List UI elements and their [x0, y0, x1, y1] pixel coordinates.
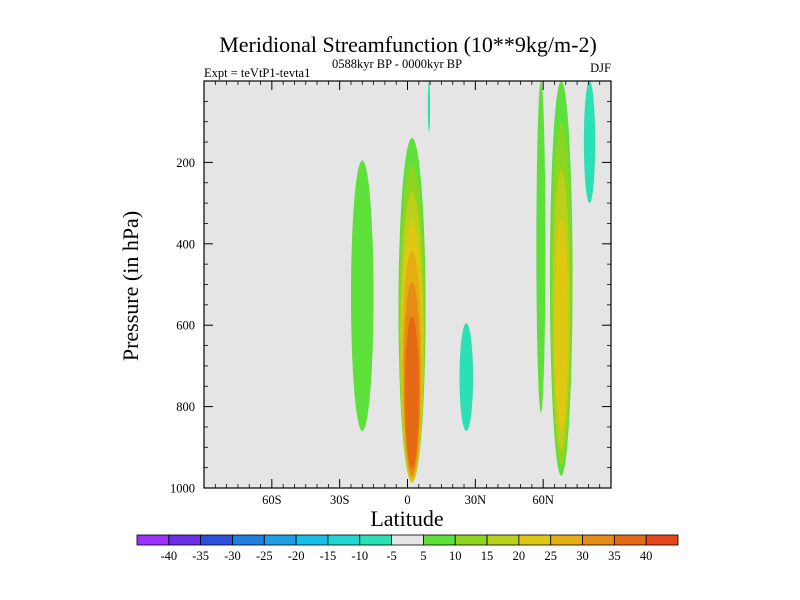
x-tick-label: 60N	[532, 493, 554, 507]
y-axis-label: Pressure (in hPa)	[118, 211, 143, 361]
colorbar-label: 20	[513, 549, 526, 563]
chart-subtitle-center: 0588kyr BP - 0000kyr BP	[332, 57, 462, 71]
chart-subtitle-left: Expt = teVtP1-tevta1	[204, 66, 310, 80]
contour-northern-strip-level	[536, 81, 546, 413]
y-tick-label: 600	[176, 319, 195, 333]
colorbar-swatch	[295, 534, 329, 546]
colorbar-swatch	[168, 534, 202, 546]
colorbar-label: -10	[351, 549, 368, 563]
x-tick-label: 30N	[465, 493, 487, 507]
colorbar-label: 35	[608, 549, 621, 563]
colorbar-label: 40	[640, 549, 653, 563]
colorbar-label: 5	[420, 549, 426, 563]
contour-layer	[350, 81, 596, 483]
colorbar-swatch	[454, 534, 488, 546]
colorbar-swatch	[486, 534, 520, 546]
contour-northern-cell-level	[554, 220, 568, 432]
x-axis: 60S 30S 0 30N 60N	[214, 81, 601, 507]
colorbar-label: -15	[320, 549, 337, 563]
contour-equatorial-cell-level	[405, 316, 420, 469]
colorbar-label: 25	[544, 549, 557, 563]
colorbar-swatch	[423, 534, 456, 546]
colorbar-label: -40	[160, 549, 177, 563]
colorbar: -40 -35 -30 -25 -20 -15 -10 -5 5 10 15 20 25 30 35 40	[136, 534, 679, 563]
colorbar-swatch	[645, 534, 679, 546]
y-tick-label: 200	[176, 156, 195, 170]
x-tick-label: 60S	[262, 493, 282, 507]
colorbar-swatch	[263, 534, 297, 546]
x-tick-label: 30S	[330, 493, 350, 507]
colorbar-swatch	[327, 534, 361, 546]
colorbar-label: -30	[224, 549, 241, 563]
colorbar-swatch	[550, 534, 583, 546]
contour-upper-negative-0-level	[427, 81, 431, 132]
colorbar-label: -25	[256, 549, 273, 563]
colorbar-swatch	[613, 534, 647, 546]
x-axis-label: Latitude	[370, 506, 443, 531]
chart-subtitle-right: DJF	[590, 61, 611, 75]
colorbar-swatch	[359, 534, 392, 546]
contour-upper-negative-80-level	[583, 81, 596, 204]
colorbar-label: -5	[386, 549, 396, 563]
x-tick-label: 0	[404, 493, 410, 507]
colorbar-swatch	[232, 534, 265, 546]
colorbar-label: -20	[288, 549, 305, 563]
contour-tropical-negative-level	[459, 323, 474, 432]
chart-title: Meridional Streamfunction (10**9kg/m-2)	[219, 32, 597, 57]
contour-southern-cell-level	[350, 160, 374, 432]
colorbar-swatch	[391, 534, 424, 546]
y-axis: 200 400 600 800 1000	[170, 100, 611, 496]
colorbar-swatch	[518, 534, 552, 546]
colorbar-swatch	[136, 534, 170, 546]
y-tick-label: 400	[176, 237, 195, 251]
colorbar-swatch	[582, 534, 615, 546]
y-tick-label: 800	[176, 400, 195, 414]
y-tick-label: 1000	[170, 482, 195, 496]
colorbar-swatch	[200, 534, 233, 546]
colorbar-label: 15	[481, 549, 494, 563]
colorbar-label: 10	[449, 549, 462, 563]
colorbar-label: -35	[192, 549, 209, 563]
colorbar-label: 30	[576, 549, 589, 563]
